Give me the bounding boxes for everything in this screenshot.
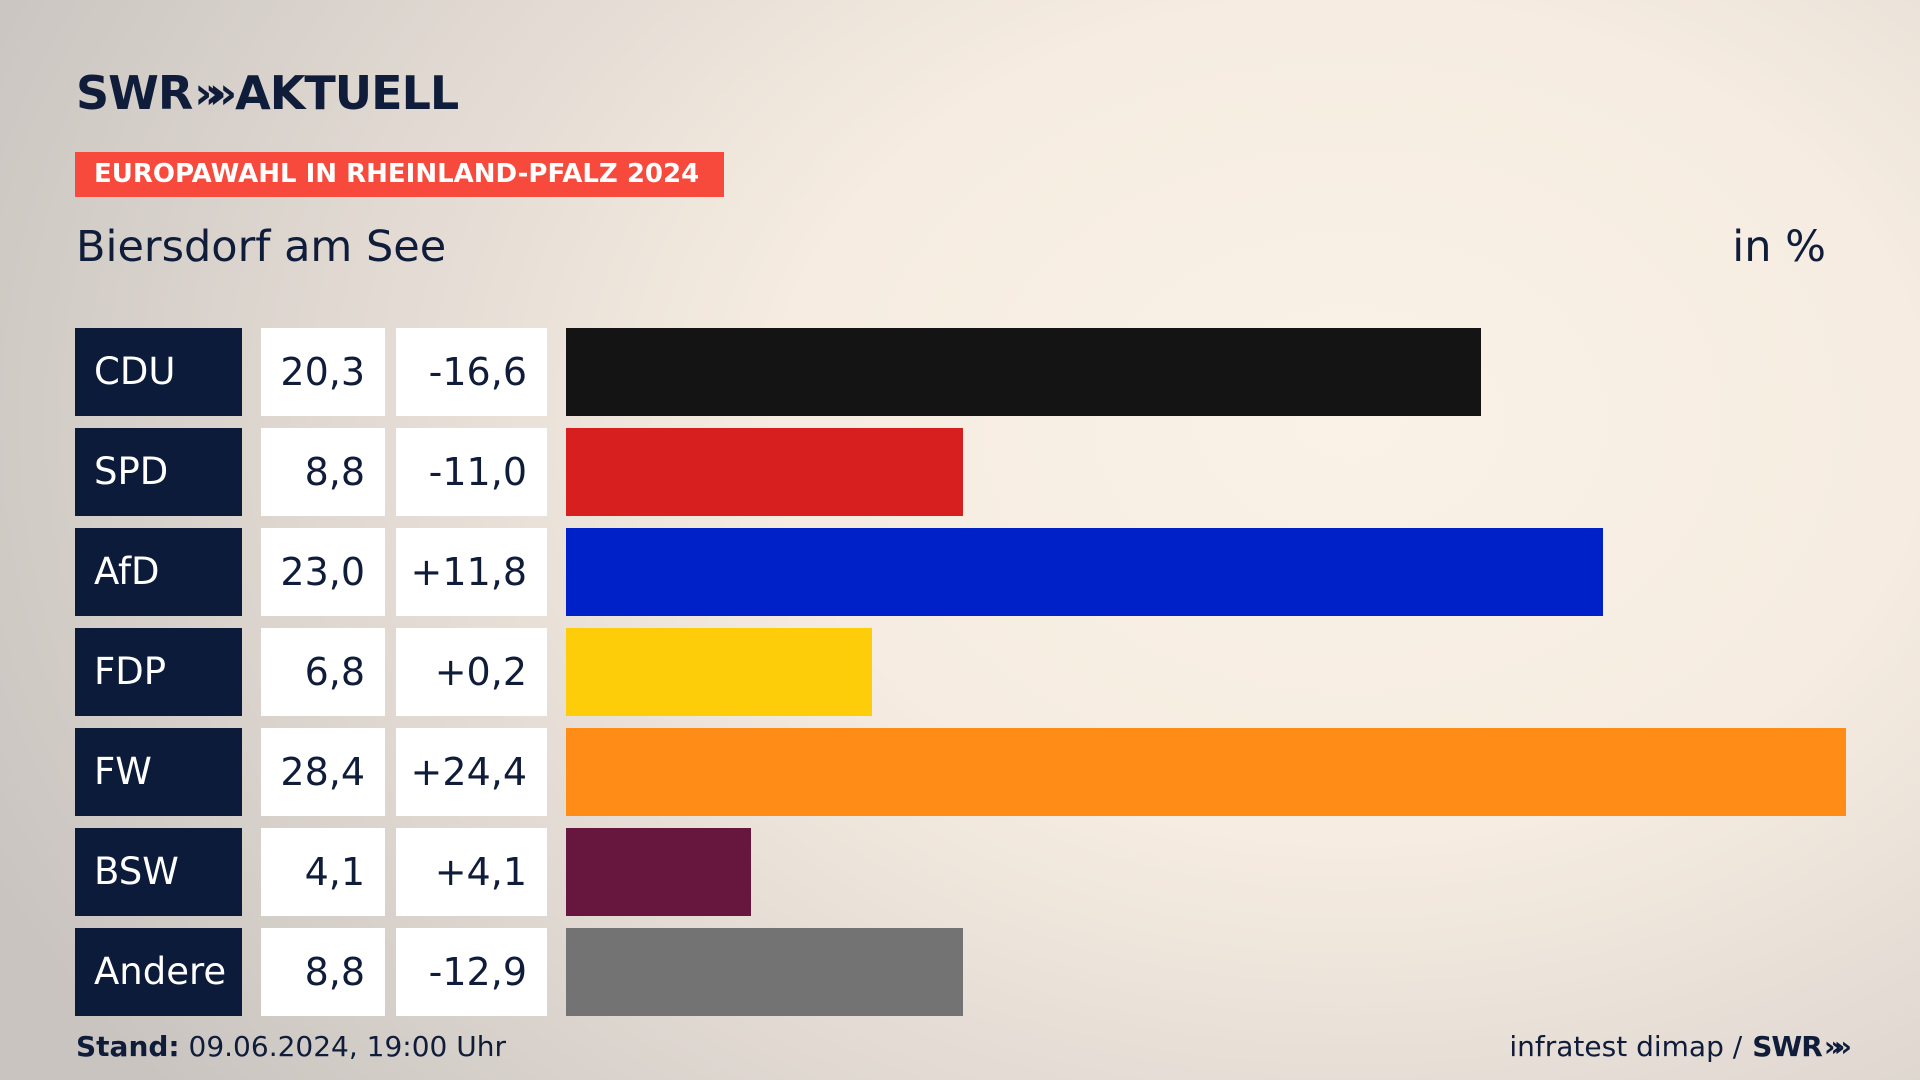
result-row-fdp: FDP 6,8 +0,2 [0, 628, 1920, 716]
stand-value: 09.06.2024, 19:00 Uhr [188, 1030, 506, 1063]
party-label: CDU [75, 328, 242, 416]
stand-label: Stand: [76, 1030, 180, 1063]
election-banner: EUROPAWAHL IN RHEINLAND-PFALZ 2024 [75, 152, 724, 197]
party-label: FDP [75, 628, 242, 716]
vote-share-label: 28,4 [261, 728, 385, 816]
party-label: Andere [75, 928, 242, 1016]
unit-label: in % [1732, 222, 1826, 272]
logo-chevron-icon: »» [194, 67, 237, 119]
change-label: -11,0 [396, 428, 547, 516]
result-row-fw: FW 28,4 +24,4 [0, 728, 1920, 816]
result-row-bsw: BSW 4,1 +4,1 [0, 828, 1920, 916]
timestamp: Stand: 09.06.2024, 19:00 Uhr [76, 1030, 506, 1063]
source-brand: SWR»» [1752, 1030, 1852, 1063]
bar-cdu [566, 328, 1481, 416]
source-chevron-icon: »» [1823, 1030, 1852, 1063]
change-label: -12,9 [396, 928, 547, 1016]
region-title: Biersdorf am See [76, 222, 447, 272]
bar-afd [566, 528, 1603, 616]
change-label: +0,2 [396, 628, 547, 716]
result-row-andere: Andere 8,8 -12,9 [0, 928, 1920, 1016]
bar-spd [566, 428, 963, 516]
vote-share-label: 6,8 [261, 628, 385, 716]
result-row-spd: SPD 8,8 -11,0 [0, 428, 1920, 516]
change-label: +4,1 [396, 828, 547, 916]
vote-share-label: 20,3 [261, 328, 385, 416]
party-label: SPD [75, 428, 242, 516]
change-label: +11,8 [396, 528, 547, 616]
result-row-afd: AfD 23,0 +11,8 [0, 528, 1920, 616]
bar-fw [566, 728, 1846, 816]
vote-share-label: 4,1 [261, 828, 385, 916]
bar-bsw [566, 828, 751, 916]
vote-share-label: 8,8 [261, 928, 385, 1016]
change-label: +24,4 [396, 728, 547, 816]
change-label: -16,6 [396, 328, 547, 416]
logo-product: AKTUELL [235, 66, 459, 120]
vote-share-label: 8,8 [261, 428, 385, 516]
swr-aktuell-logo: SWR »» AKTUELL [76, 66, 459, 120]
logo-brand: SWR [76, 66, 193, 120]
source-credit: infratest dimap / SWR»» [1509, 1030, 1852, 1063]
party-label: AfD [75, 528, 242, 616]
source-text: infratest dimap / [1509, 1030, 1743, 1063]
party-label: FW [75, 728, 242, 816]
vote-share-label: 23,0 [261, 528, 385, 616]
bar-andere [566, 928, 963, 1016]
party-label: BSW [75, 828, 242, 916]
bar-fdp [566, 628, 872, 716]
result-row-cdu: CDU 20,3 -16,6 [0, 328, 1920, 416]
